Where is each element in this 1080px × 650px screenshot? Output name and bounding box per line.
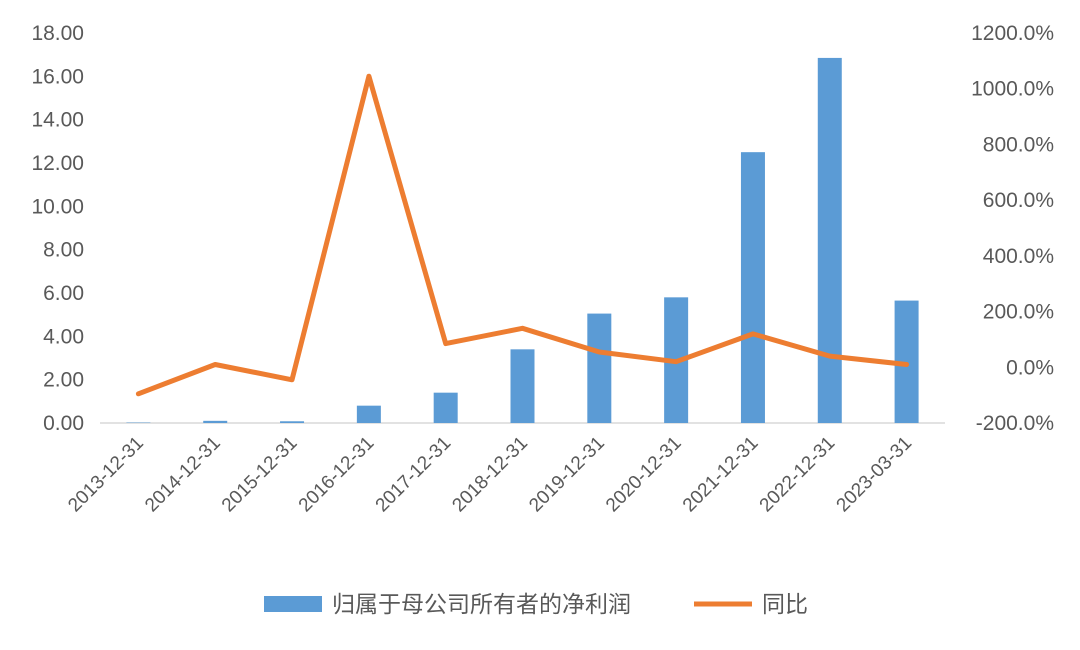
x-tick-label: 2022-12-31 (756, 433, 840, 517)
right-tick-label: 1000.0% (971, 78, 1054, 101)
left-tick-label: 12.00 (31, 152, 84, 175)
legend-label-bar: 归属于母公司所有者的净利润 (332, 592, 631, 618)
line-series (135, 73, 910, 397)
left-tick-label: 16.00 (31, 65, 84, 88)
right-tick-label: 200.0% (983, 301, 1054, 324)
bar-series (126, 57, 919, 424)
bar (740, 152, 765, 423)
right-axis-ticks: -200.0% 0.0% 200.0% 400.0% 600.0% 800.0% 1000.… (971, 22, 1054, 435)
bar (280, 421, 305, 423)
x-tick-label: 2019-12-31 (525, 433, 609, 517)
x-tick-label: 2020-12-31 (602, 433, 686, 517)
x-tick-label: 2018-12-31 (448, 433, 532, 517)
x-tick-label: 2021-12-31 (679, 433, 763, 517)
bar (510, 349, 535, 423)
left-axis-ticks: 0.00 2.00 4.00 6.00 8.00 10.00 12.00 14.00 16.00… (31, 22, 84, 435)
x-axis-ticks: 2013-12-312014-12-312015-12-312016-12-31… (64, 433, 916, 517)
bar (587, 313, 612, 423)
bar (433, 392, 458, 423)
left-tick-label: 2.00 (43, 369, 84, 392)
bar (356, 405, 381, 423)
left-tick-label: 0.00 (43, 412, 84, 435)
legend-label-line: 同比 (762, 592, 808, 618)
left-tick-label: 8.00 (43, 239, 84, 262)
legend: 归属于母公司所有者的净利润 同比 (264, 592, 808, 618)
right-tick-label: 400.0% (983, 245, 1054, 268)
x-tick-label: 2013-12-31 (64, 433, 148, 517)
left-tick-label: 10.00 (31, 195, 84, 218)
left-tick-label: 4.00 (43, 325, 84, 348)
x-tick-label: 2016-12-31 (295, 433, 379, 517)
right-tick-label: 800.0% (983, 133, 1054, 156)
x-tick-label: 2023-03-31 (833, 433, 917, 517)
x-tick-label: 2014-12-31 (141, 433, 225, 517)
right-tick-label: -200.0% (976, 412, 1054, 435)
legend-swatch-bar (264, 596, 322, 612)
left-tick-label: 18.00 (31, 22, 84, 45)
right-tick-label: 600.0% (983, 189, 1054, 212)
left-tick-label: 6.00 (43, 282, 84, 305)
right-tick-label: 1200.0% (971, 22, 1054, 45)
line-path (135, 73, 910, 397)
x-tick-label: 2015-12-31 (218, 433, 302, 517)
x-tick-label: 2017-12-31 (372, 433, 456, 517)
left-tick-label: 14.00 (31, 109, 84, 132)
bar (817, 57, 842, 424)
bar (203, 420, 228, 423)
right-tick-label: 0.0% (1006, 356, 1054, 379)
